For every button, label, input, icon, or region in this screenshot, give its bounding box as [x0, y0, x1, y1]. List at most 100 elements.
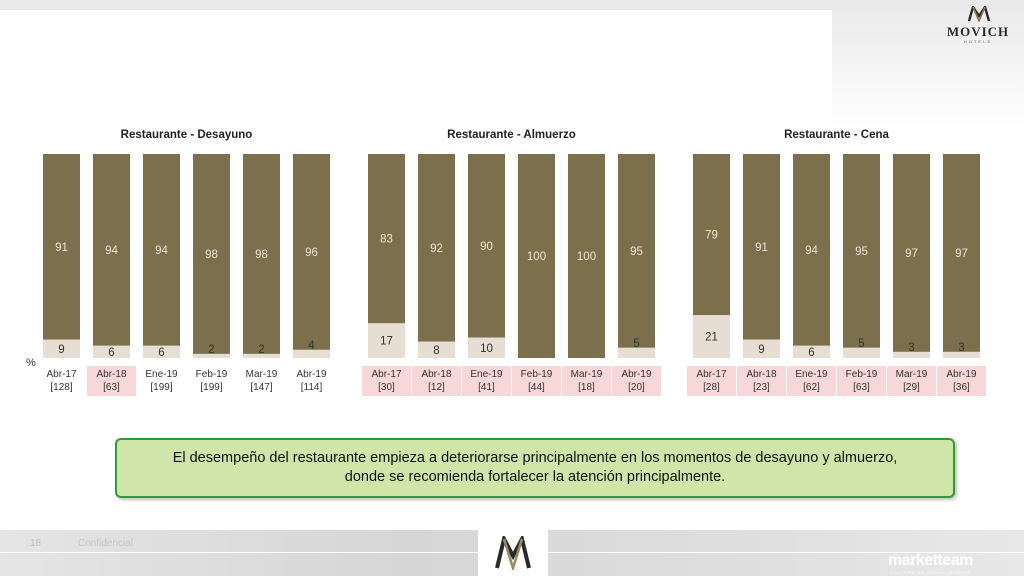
- conclusion-text: El desempeño del restaurante empieza a d…: [172, 450, 898, 485]
- bar-bottom: [43, 339, 80, 358]
- value-label-top: 94: [105, 245, 118, 257]
- base-label: [20]: [628, 382, 645, 393]
- bar-bottom: [243, 353, 280, 358]
- tick-label: Feb-19: [846, 369, 878, 380]
- bar-top: [618, 154, 655, 348]
- bar-bottom: [843, 347, 880, 358]
- tick-label: Abr-17: [371, 369, 401, 380]
- bar-top: [93, 154, 130, 346]
- base-label: [63]: [103, 382, 120, 393]
- category-highlight: [512, 366, 561, 396]
- value-label-top: 83: [380, 234, 393, 246]
- bar-bottom: [418, 341, 455, 358]
- category-highlight: [937, 366, 986, 396]
- value-label-top: 94: [155, 245, 168, 257]
- bar-top: [793, 154, 830, 346]
- chart-3: Restaurante - Cena 79 21 Abr-17 [28] 91 9 Abr-1…: [687, 129, 986, 396]
- bar-top: [518, 154, 555, 358]
- bar-bottom: [793, 345, 830, 358]
- category-highlight: [87, 366, 136, 396]
- bar-bottom: [943, 351, 980, 358]
- bar-top: [418, 154, 455, 342]
- value-label-bottom: 3: [908, 342, 914, 354]
- chart-1: Restaurante - Desayuno 91 9 Abr-17 [128] 94 6 A…: [43, 129, 330, 396]
- value-label-top: 100: [577, 251, 596, 263]
- category-highlight: [462, 366, 511, 396]
- bar-top: [693, 154, 730, 316]
- confidential-label: Confidencial: [78, 538, 134, 549]
- brand-subtitle: HOTELS: [963, 39, 992, 44]
- value-label-top: 90: [480, 241, 493, 253]
- bar-bottom: [468, 337, 505, 358]
- charts-area: %Restaurante - Desayuno919Abr-17[128]946…: [26, 129, 986, 396]
- bar-top: [943, 154, 980, 352]
- tick-label: Abr-17: [46, 369, 76, 380]
- bar-bottom: [618, 347, 655, 358]
- value-label-bottom: 10: [480, 343, 493, 355]
- bar-top: [893, 154, 930, 352]
- chart-title: Restaurante - Desayuno: [121, 129, 253, 141]
- value-label-bottom: 4: [308, 340, 315, 352]
- tick-label: Feb-19: [521, 369, 553, 380]
- base-label: [41]: [478, 382, 495, 393]
- chart-title: Restaurante - Almuerzo: [447, 129, 576, 141]
- base-label: [28]: [703, 382, 720, 393]
- base-label: [128]: [50, 382, 72, 393]
- tick-label: Abr-17: [696, 369, 726, 380]
- base-label: [199]: [150, 382, 172, 393]
- bar-bottom: [93, 345, 130, 358]
- movich-logo: MOVICH HOTELS: [940, 6, 1016, 46]
- tick-label: Abr-18: [421, 369, 451, 380]
- percent-label: %: [26, 357, 36, 369]
- tick-label: Abr-18: [96, 369, 126, 380]
- value-label-bottom: 8: [433, 345, 439, 357]
- value-label-bottom: 6: [108, 347, 114, 359]
- category-highlight: [737, 366, 786, 396]
- value-label-top: 79: [705, 230, 718, 242]
- value-label-top: 100: [527, 251, 546, 263]
- value-label-top: 91: [55, 242, 68, 254]
- value-label-bottom: 9: [58, 344, 64, 356]
- bar-top: [568, 154, 605, 358]
- value-label-top: 97: [955, 248, 968, 260]
- base-label: [29]: [903, 382, 920, 393]
- value-label-top: 98: [255, 249, 268, 261]
- tick-label: Abr-18: [746, 369, 776, 380]
- value-label-bottom: 2: [258, 344, 264, 356]
- tick-label: Ene-19: [795, 369, 828, 380]
- value-label-top: 95: [855, 246, 868, 258]
- movich-monogram-icon: [968, 6, 990, 22]
- bar-top: [43, 154, 80, 340]
- bar-bottom: [193, 353, 230, 358]
- marketteam-tagline: CULTURA DE CONOCIMIENTO: [890, 570, 971, 575]
- bar-top: [468, 154, 505, 338]
- tick-label: Abr-19: [946, 369, 976, 380]
- value-label-top: 91: [755, 242, 768, 254]
- value-label-top: 94: [805, 245, 818, 257]
- bar-top: [293, 154, 330, 350]
- value-label-top: 97: [905, 248, 918, 260]
- value-label-bottom: 6: [808, 347, 814, 359]
- base-label: [199]: [200, 382, 222, 393]
- value-label-bottom: 6: [158, 347, 164, 359]
- bar-top: [193, 154, 230, 354]
- bar-top: [143, 154, 180, 346]
- tick-label: Feb-19: [196, 369, 228, 380]
- base-label: [36]: [953, 382, 970, 393]
- category-highlight: [412, 366, 461, 396]
- base-label: [62]: [803, 382, 820, 393]
- bar-bottom: [693, 315, 730, 358]
- tick-label: Abr-19: [621, 369, 651, 380]
- bar-top: [743, 154, 780, 340]
- category-highlight: [562, 366, 611, 396]
- base-label: [147]: [250, 382, 272, 393]
- value-label-bottom: 3: [958, 342, 964, 354]
- footer-monogram: [478, 530, 548, 576]
- value-label-bottom: 9: [758, 344, 764, 356]
- bar-top: [843, 154, 880, 348]
- value-label-top: 96: [305, 247, 318, 259]
- tick-label: Mar-19: [896, 369, 928, 380]
- bar-bottom: [143, 345, 180, 358]
- value-label-bottom: 17: [380, 336, 393, 348]
- bar-bottom: [293, 349, 330, 358]
